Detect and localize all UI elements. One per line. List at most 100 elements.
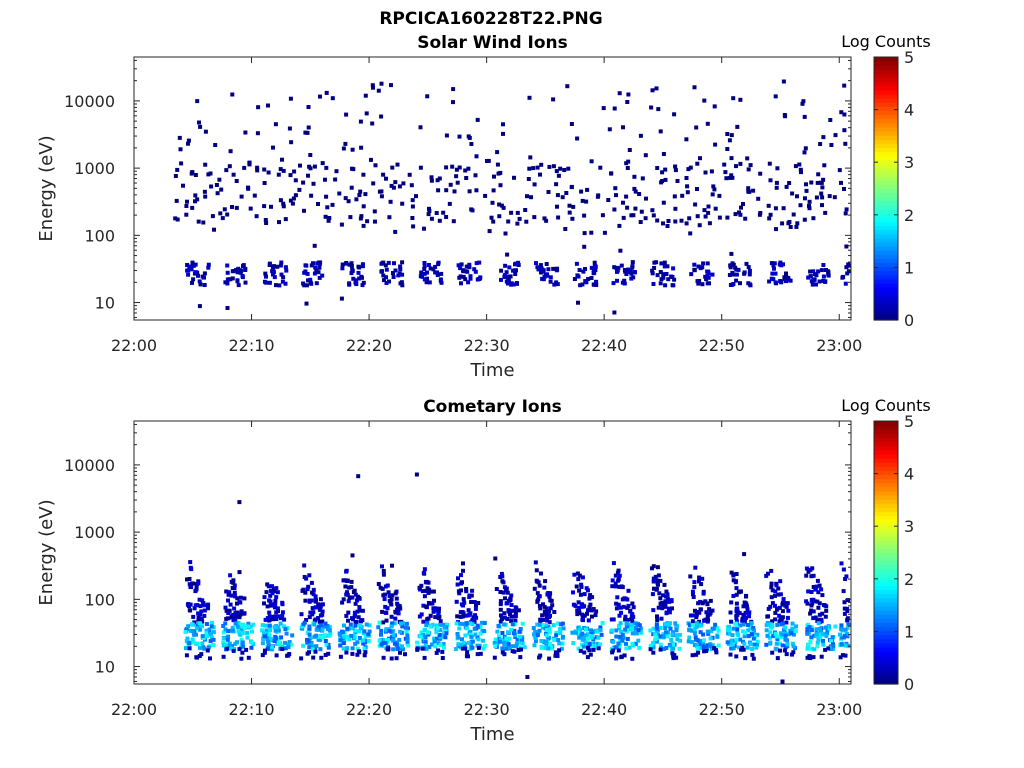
data-cell xyxy=(594,283,599,287)
data-cell xyxy=(469,642,474,647)
data-cell xyxy=(650,88,655,93)
data-cell xyxy=(699,582,704,587)
data-cell xyxy=(410,216,415,220)
data-cell xyxy=(706,631,711,636)
data-cell xyxy=(196,579,201,584)
colorbar-segment xyxy=(874,299,898,305)
data-cell xyxy=(195,641,200,646)
data-cell xyxy=(404,629,409,634)
data-cell xyxy=(426,590,431,595)
data-cell xyxy=(482,643,487,648)
data-cell xyxy=(265,616,270,621)
data-cell xyxy=(779,622,784,627)
data-cell xyxy=(419,612,424,617)
data-cell xyxy=(695,638,700,643)
data-cell xyxy=(528,155,533,160)
data-cell xyxy=(664,611,669,616)
panel-title: Solar Wind Ions xyxy=(417,33,568,53)
data-cell xyxy=(350,651,355,656)
data-cell xyxy=(728,283,733,287)
data-cell xyxy=(553,650,558,655)
data-cell xyxy=(469,207,474,212)
data-cell xyxy=(395,162,400,167)
data-cell xyxy=(460,610,465,614)
data-cell xyxy=(234,268,238,273)
data-cell xyxy=(262,595,267,600)
data-cell xyxy=(280,644,285,649)
data-cell xyxy=(193,589,198,594)
colorbar-segment xyxy=(874,209,898,214)
data-cell xyxy=(507,265,512,270)
data-cell xyxy=(556,215,561,220)
data-cell xyxy=(241,263,246,268)
data-cell xyxy=(546,646,551,651)
data-cell xyxy=(571,641,576,645)
colorbar-segment xyxy=(874,233,898,239)
data-cell xyxy=(497,202,502,207)
data-cell xyxy=(303,598,308,603)
data-cell xyxy=(805,655,810,660)
data-cell xyxy=(713,622,718,627)
colorbar-segment xyxy=(874,270,898,276)
data-cell xyxy=(469,593,474,598)
colorbar-segment xyxy=(874,651,898,656)
data-cell xyxy=(281,201,286,206)
data-cell xyxy=(588,652,593,657)
data-cell xyxy=(232,590,237,595)
data-cell xyxy=(287,640,292,645)
data-cell xyxy=(666,277,671,282)
data-cell xyxy=(505,601,510,606)
data-cell xyxy=(186,624,191,629)
data-cell xyxy=(435,626,440,631)
data-cell xyxy=(425,617,430,622)
data-cell xyxy=(285,653,290,658)
data-cell xyxy=(815,578,820,583)
data-cell xyxy=(238,595,243,600)
data-cell xyxy=(456,642,461,647)
colorbar-segment xyxy=(874,73,898,79)
data-cell xyxy=(737,645,741,650)
data-cell xyxy=(347,637,352,642)
data-cell xyxy=(225,646,230,651)
data-cell xyxy=(188,585,193,589)
data-cell xyxy=(202,646,207,651)
data-cell xyxy=(187,604,191,609)
data-cell xyxy=(656,582,660,587)
data-cell xyxy=(396,273,401,278)
data-cell xyxy=(316,270,321,275)
data-cell xyxy=(509,210,514,215)
data-cell xyxy=(843,577,848,581)
data-cell xyxy=(498,599,503,604)
data-cell xyxy=(695,644,700,649)
data-cell xyxy=(805,631,810,636)
data-cell xyxy=(319,655,324,660)
data-cell xyxy=(839,641,844,646)
data-cell xyxy=(240,640,245,645)
colorbar-segment xyxy=(874,283,898,288)
data-cell xyxy=(793,164,798,169)
data-cell xyxy=(287,126,292,131)
colorbar-segment xyxy=(874,155,898,161)
data-cell xyxy=(738,212,743,217)
data-cell xyxy=(230,276,235,281)
data-cell xyxy=(466,613,471,618)
data-cell xyxy=(185,263,190,267)
data-cell xyxy=(731,96,736,101)
data-cell xyxy=(532,643,537,648)
data-cell xyxy=(492,174,496,179)
data-cell xyxy=(276,640,281,645)
data-cell xyxy=(328,631,333,636)
data-cell xyxy=(200,641,205,646)
data-cell xyxy=(274,653,279,658)
data-cell xyxy=(766,606,771,611)
data-cell xyxy=(705,643,710,648)
data-cell xyxy=(589,159,594,164)
data-cell xyxy=(594,279,599,284)
data-cell xyxy=(546,190,551,194)
data-cell xyxy=(311,655,316,660)
data-cell xyxy=(210,214,215,219)
data-cell xyxy=(578,627,583,632)
data-cell xyxy=(424,646,429,651)
data-cell xyxy=(262,650,267,655)
data-cell xyxy=(540,623,545,627)
